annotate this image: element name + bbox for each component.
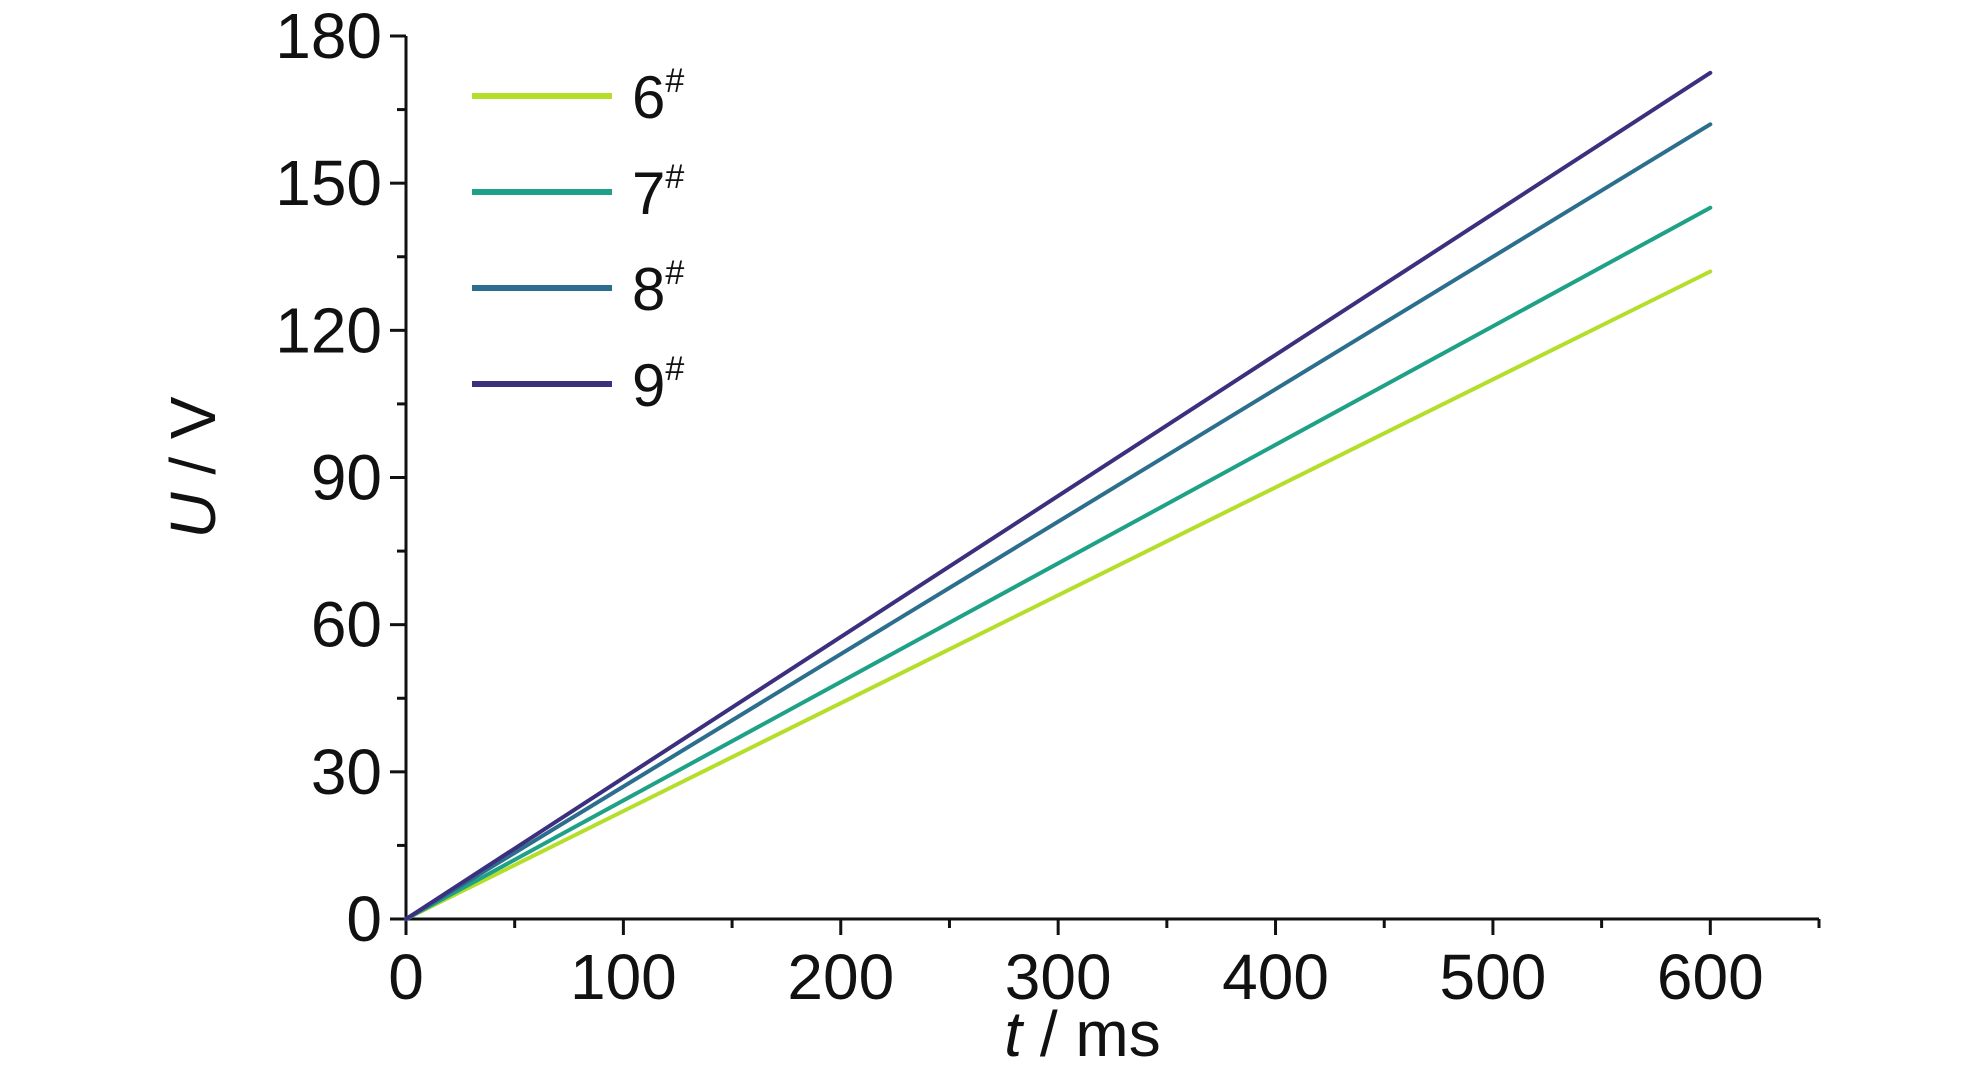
y-tick-label: 150 [275, 147, 382, 219]
legend-label-sup: # [665, 350, 684, 388]
legend-label-sup: # [665, 158, 684, 196]
legend-label-9: 9# [632, 350, 684, 419]
x-tick-label: 0 [388, 941, 424, 1013]
legend: 6#7#8#9# [472, 62, 684, 419]
legend-label-sup: # [665, 254, 684, 292]
y-tick-label: 90 [311, 442, 382, 514]
y-axis-title-unit: / V [157, 396, 229, 492]
axes: 0 30 60 90 120 150 180 0 100 200 300 400 500 600 [275, 0, 1821, 1013]
y-axis-title-symbol: U [157, 492, 229, 539]
x-tick-label: 400 [1222, 941, 1329, 1013]
legend-label-8: 8# [632, 254, 684, 323]
series-lines [404, 70, 1713, 921]
legend-label-main: 8 [632, 256, 665, 323]
legend-label-main: 9 [632, 352, 665, 419]
y-axis-title: U / V [157, 396, 229, 539]
legend-label-main: 6 [632, 64, 665, 131]
series-line-9 [404, 70, 1713, 921]
y-tick-label: 180 [275, 0, 382, 72]
series-line-8 [404, 122, 1713, 921]
series-line-6 [404, 269, 1713, 921]
y-tick-label: 0 [346, 883, 382, 955]
x-tick-label: 200 [787, 941, 894, 1013]
legend-label-7: 7# [632, 158, 684, 227]
x-axis-title: t / ms [1004, 998, 1160, 1063]
x-axis-title-unit: / ms [1022, 998, 1161, 1063]
x-tick-label: 300 [1005, 941, 1112, 1013]
y-tick-label: 60 [311, 589, 382, 661]
x-axis-title-symbol: t [1004, 998, 1024, 1063]
y-tick-label: 120 [275, 294, 382, 366]
x-tick-label: 500 [1440, 941, 1547, 1013]
y-tick-label: 30 [311, 736, 382, 808]
legend-label-main: 7 [632, 160, 665, 227]
x-tick-label: 600 [1657, 941, 1764, 1013]
series-line-7 [404, 205, 1713, 921]
legend-label-sup: # [665, 62, 684, 100]
x-tick-label: 100 [570, 941, 677, 1013]
legend-label-6: 6# [632, 62, 684, 131]
